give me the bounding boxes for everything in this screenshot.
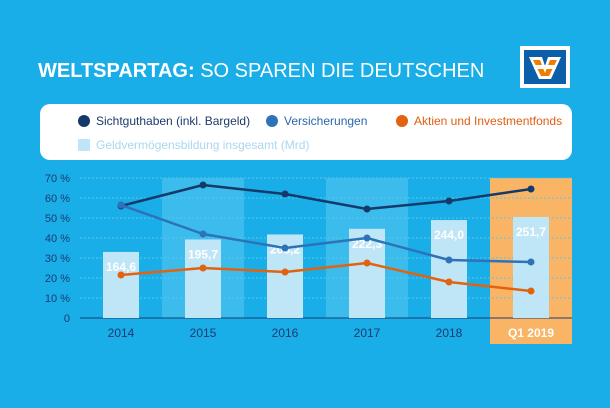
- x-category-label: 2014: [108, 326, 135, 340]
- x-category-label: 2018: [436, 326, 463, 340]
- series-point-0: [363, 205, 371, 213]
- series-point-1: [117, 201, 125, 209]
- legend-marker-orange: [396, 115, 408, 127]
- bar-geldvermoegensbildung: [103, 251, 139, 318]
- bar-geldvermoegensbildung: [513, 216, 549, 318]
- y-tick-label: 50 %: [45, 213, 70, 225]
- y-tick-label: 70 %: [45, 173, 70, 185]
- legend-marker-bar: [78, 139, 90, 151]
- legend-label: Aktien und Investmentfonds: [414, 114, 563, 128]
- legend-marker-blue: [266, 115, 278, 127]
- legend-label: Sichtguthaben (inkl. Bargeld): [96, 114, 251, 128]
- series-point-0: [445, 197, 453, 205]
- series-point-1: [527, 258, 535, 266]
- series-point-0: [527, 185, 535, 193]
- bar-value-label: 195,7: [188, 247, 218, 261]
- y-tick-label: 30 %: [45, 253, 70, 265]
- bar-geldvermoegensbildung: [349, 228, 385, 318]
- x-category-label: 2015: [190, 326, 217, 340]
- series-point-2: [363, 259, 371, 267]
- x-category-label: Q1 2019: [508, 326, 554, 340]
- series-point-1: [199, 230, 207, 238]
- y-tick-label: 0: [64, 313, 70, 325]
- page-title: WELTSPARTAG: SO SPAREN DIE DEUTSCHEN: [38, 60, 484, 83]
- bar-value-label: 244,0: [434, 228, 464, 242]
- legend-item-aktien: Aktien und Investmentfonds: [396, 114, 562, 128]
- legend-label: Geldvermögensbildung insgesamt (Mrd): [96, 138, 310, 152]
- series-point-2: [281, 268, 289, 276]
- legend-item-versicherungen: Versicherungen: [266, 114, 367, 128]
- series-line-0: [120, 183, 532, 211]
- series-point-1: [445, 256, 453, 264]
- series-point-1: [363, 234, 371, 242]
- series-line-2: [120, 261, 532, 293]
- title-bold: WELTSPARTAG:: [38, 60, 195, 82]
- legend-marker-dark-blue: [78, 115, 90, 127]
- volksbank-logo-icon: [520, 46, 570, 88]
- x-category-label: 2016: [272, 326, 299, 340]
- y-tick-label: 20 %: [45, 273, 70, 285]
- bar-value-label: 251,7: [516, 225, 546, 239]
- legend-item-sichtguthaben: Sichtguthaben (inkl. Bargeld): [78, 114, 250, 128]
- series-point-2: [445, 278, 453, 286]
- legend-item-geldvermoegensbildung: Geldvermögensbildung insgesamt (Mrd): [78, 138, 309, 152]
- chart-legend: Sichtguthaben (inkl. Bargeld) Versicheru…: [40, 104, 572, 160]
- bar-value-label: 164,6: [106, 260, 136, 274]
- bar-geldvermoegensbildung: [185, 239, 221, 318]
- series-point-2: [199, 264, 207, 272]
- y-tick-label: 10 %: [45, 293, 70, 305]
- series-line-1: [120, 203, 532, 264]
- title-light: SO SPAREN DIE DEUTSCHEN: [200, 60, 485, 82]
- series-point-0: [199, 181, 207, 189]
- legend-label: Versicherungen: [284, 114, 368, 128]
- series-point-1: [281, 244, 289, 252]
- bar-geldvermoegensbildung: [431, 220, 467, 318]
- y-tick-label: 40 %: [45, 233, 70, 245]
- y-tick-label: 60 %: [45, 193, 70, 205]
- series-point-0: [281, 190, 289, 198]
- x-category-label: 2017: [354, 326, 381, 340]
- series-point-2: [117, 271, 125, 279]
- series-point-2: [527, 287, 535, 295]
